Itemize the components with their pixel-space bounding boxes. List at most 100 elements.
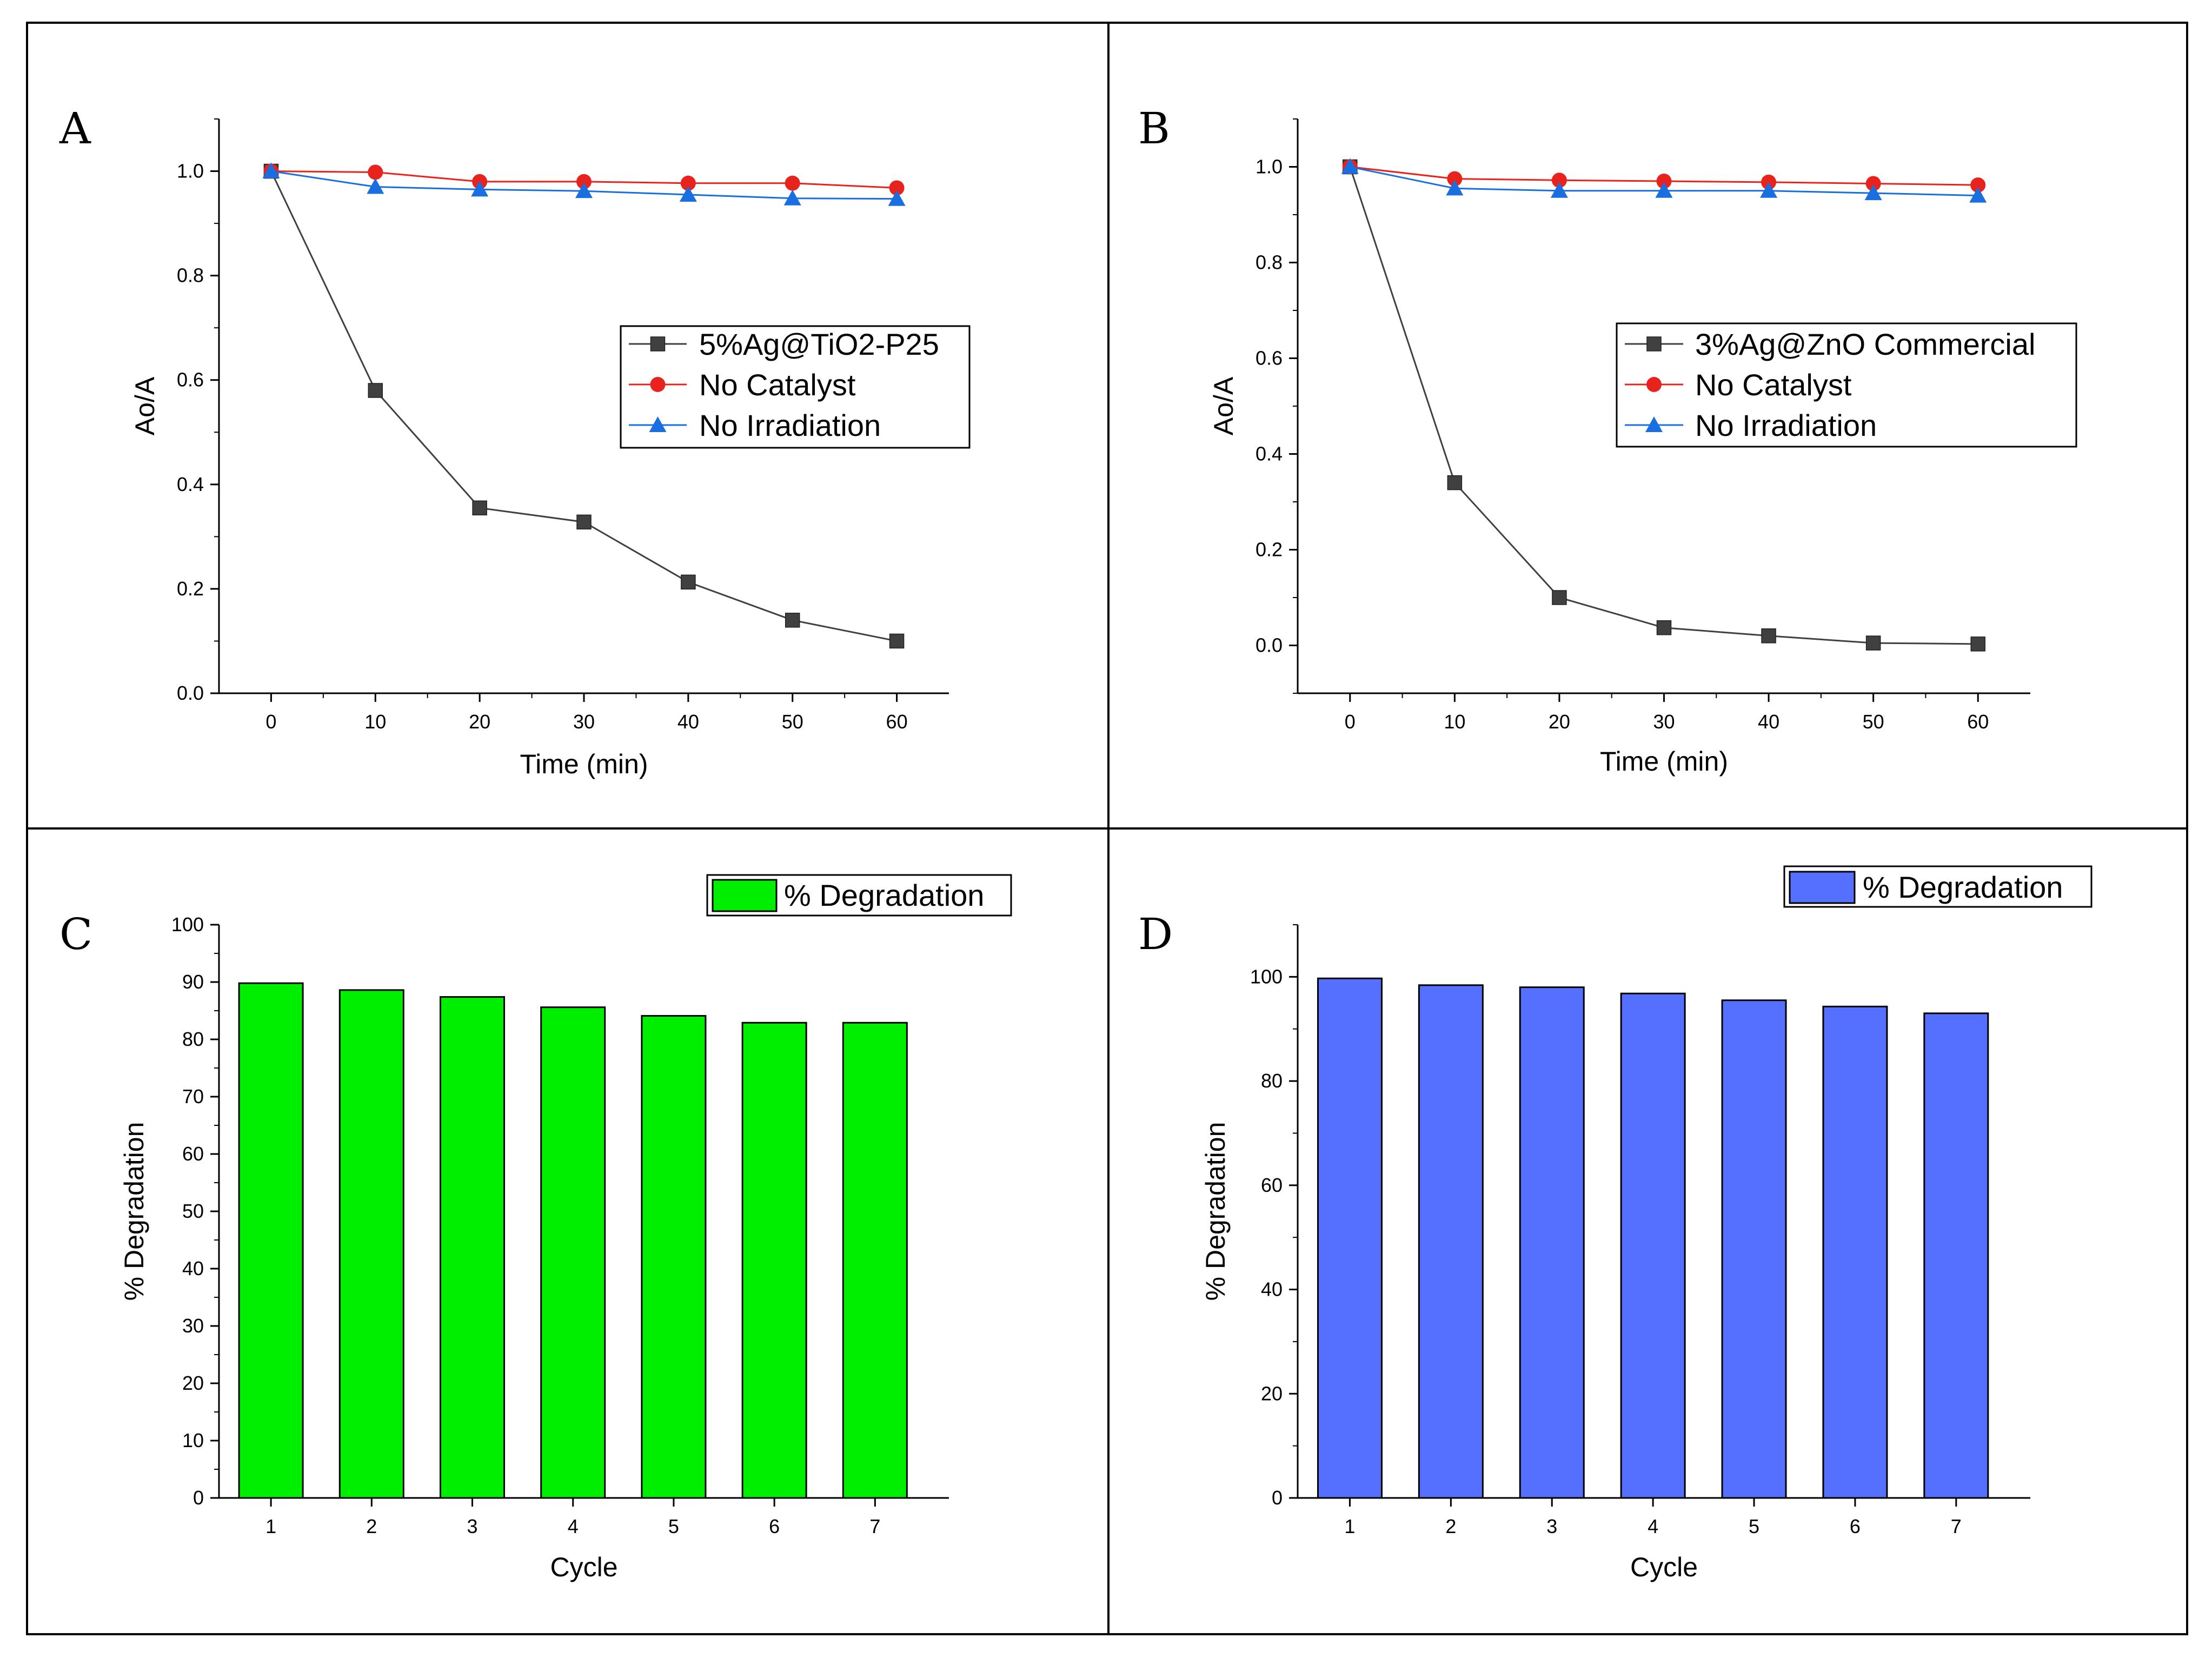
legend-label: 5%Ag@TiO2-P25 [699, 327, 939, 361]
bar [1418, 984, 1484, 1499]
data-point [1655, 182, 1673, 198]
y-tick-label: 50 [182, 1200, 204, 1222]
x-tick-label: 4 [568, 1515, 579, 1537]
legend-label: No Irradiation [699, 408, 881, 442]
data-point [1446, 180, 1464, 196]
y-tick-label: 10 [182, 1429, 204, 1451]
x-axis-label: Cycle [1630, 1552, 1698, 1582]
data-point [368, 383, 383, 398]
legend-label: % Degradation [784, 878, 984, 912]
x-axis-label: Time (min) [520, 749, 648, 779]
data-point [575, 182, 593, 198]
x-tick-label: 10 [1444, 711, 1465, 733]
data-point [1760, 182, 1778, 198]
legend-label: 3%Ag@ZnO Commercial [1695, 327, 2035, 361]
data-point [785, 175, 800, 191]
panel-c: C 0 10 20 30 40 50 60 70 80 90 100 Cycle % Degradati… [59, 874, 1012, 1582]
bar [1822, 1005, 1888, 1499]
x-tick-label: 0 [1345, 711, 1356, 733]
legend-label: No Catalyst [699, 368, 856, 402]
y-tick-label: 0.2 [1256, 539, 1283, 561]
bar [540, 1006, 606, 1499]
panel-letter: D [1138, 909, 1173, 959]
y-tick-label: 90 [182, 971, 204, 993]
y-axis-label: Ao/A [130, 376, 160, 435]
data-point [576, 174, 592, 189]
x-tick-label: 6 [769, 1515, 780, 1537]
y-tick-label: 100 [171, 913, 204, 936]
x-tick-label: 1 [1344, 1515, 1355, 1537]
data-point [1552, 590, 1567, 605]
legend-box [1616, 322, 2077, 448]
y-tick-label: 20 [1261, 1382, 1283, 1404]
legend-box [620, 325, 971, 449]
y-tick-label: 0 [193, 1487, 204, 1509]
data-point [1551, 173, 1567, 188]
data-point [1865, 176, 1881, 191]
data-point [681, 574, 696, 590]
data-point [1447, 171, 1463, 187]
plot-area: 0.0 0.2 0.4 0.6 0.8 1.0 Time (min) Ao/A 0 10 20 30 4… [130, 118, 971, 779]
y-tick-label: 80 [182, 1028, 204, 1050]
x-tick-label: 3 [467, 1515, 478, 1537]
bar [741, 1022, 807, 1499]
x-axis-label: Cycle [550, 1552, 617, 1582]
x-tick-label: 5 [668, 1515, 679, 1537]
legend-label: % Degradation [1863, 870, 2063, 904]
y-tick-label: 100 [1250, 965, 1283, 987]
panel-d: D 0 20 40 60 80 100 Cycle % Degradation 1 2 3 4 5 6 7%… [1138, 865, 2093, 1582]
y-axis-label: Ao/A [1208, 376, 1239, 435]
data-point [472, 500, 487, 516]
x-tick-label: 40 [677, 711, 699, 733]
x-tick-label: 2 [366, 1515, 377, 1537]
legend-label: No Irradiation [1695, 408, 1877, 442]
y-tick-label: 20 [182, 1372, 204, 1394]
x-tick-label: 50 [782, 711, 803, 733]
x-tick-label: 7 [1951, 1515, 1962, 1537]
bar [842, 1022, 908, 1499]
bar [440, 996, 506, 1499]
data-point [783, 189, 801, 205]
data-point [1341, 158, 1359, 174]
panel-d-frame [1107, 827, 2188, 1635]
y-tick-label: 0.4 [1256, 443, 1283, 465]
x-tick-label: 1 [265, 1515, 276, 1537]
data-point [1970, 177, 1986, 193]
y-tick-label: 80 [1261, 1070, 1283, 1092]
y-tick-label: 0 [1272, 1487, 1283, 1509]
plot-area: 0 20 40 60 80 100 Cycle % Degradation 1 2 3 4 5 6 7 % D… [1200, 865, 2093, 1582]
y-tick-label: 0.0 [177, 682, 204, 704]
panel-b: B 0.0 0.2 0.4 0.6 0.8 1.0 Time (min) Ao/A 0 10 20 3… [1138, 103, 2077, 777]
data-point [1656, 620, 1672, 635]
x-tick-label: 60 [886, 711, 908, 733]
bar [1519, 986, 1585, 1499]
legend-swatch [1789, 871, 1856, 904]
data-point [368, 164, 383, 180]
legend-marker [1646, 377, 1662, 392]
data-point [367, 178, 384, 194]
x-tick-label: 6 [1850, 1515, 1861, 1537]
y-axis-label: % Degradation [1200, 1122, 1231, 1301]
x-tick-label: 40 [1758, 711, 1779, 733]
x-tick-label: 2 [1445, 1515, 1456, 1537]
data-point [785, 613, 800, 628]
plot-area: 0 10 20 30 40 50 60 70 80 90 100 Cycle % Degradation… [119, 874, 1012, 1582]
legend-label: No Catalyst [1695, 368, 1852, 402]
y-tick-label: 0.0 [1256, 634, 1283, 656]
y-tick-label: 30 [182, 1315, 204, 1337]
x-tick-label: 20 [1549, 711, 1570, 733]
x-tick-label: 3 [1546, 1515, 1557, 1537]
bar [1620, 992, 1686, 1499]
x-tick-label: 60 [1967, 711, 1989, 733]
panel-letter: A [59, 103, 91, 154]
bar [1317, 977, 1383, 1499]
bar [238, 982, 304, 1499]
data-point [1761, 628, 1776, 644]
x-tick-label: 4 [1648, 1515, 1658, 1537]
legend-marker [649, 416, 667, 432]
y-tick-label: 70 [182, 1085, 204, 1107]
x-tick-label: 7 [869, 1515, 880, 1537]
legend-swatch [712, 879, 778, 912]
panel-letter: B [1138, 103, 1170, 154]
y-tick-label: 0.6 [177, 369, 204, 391]
